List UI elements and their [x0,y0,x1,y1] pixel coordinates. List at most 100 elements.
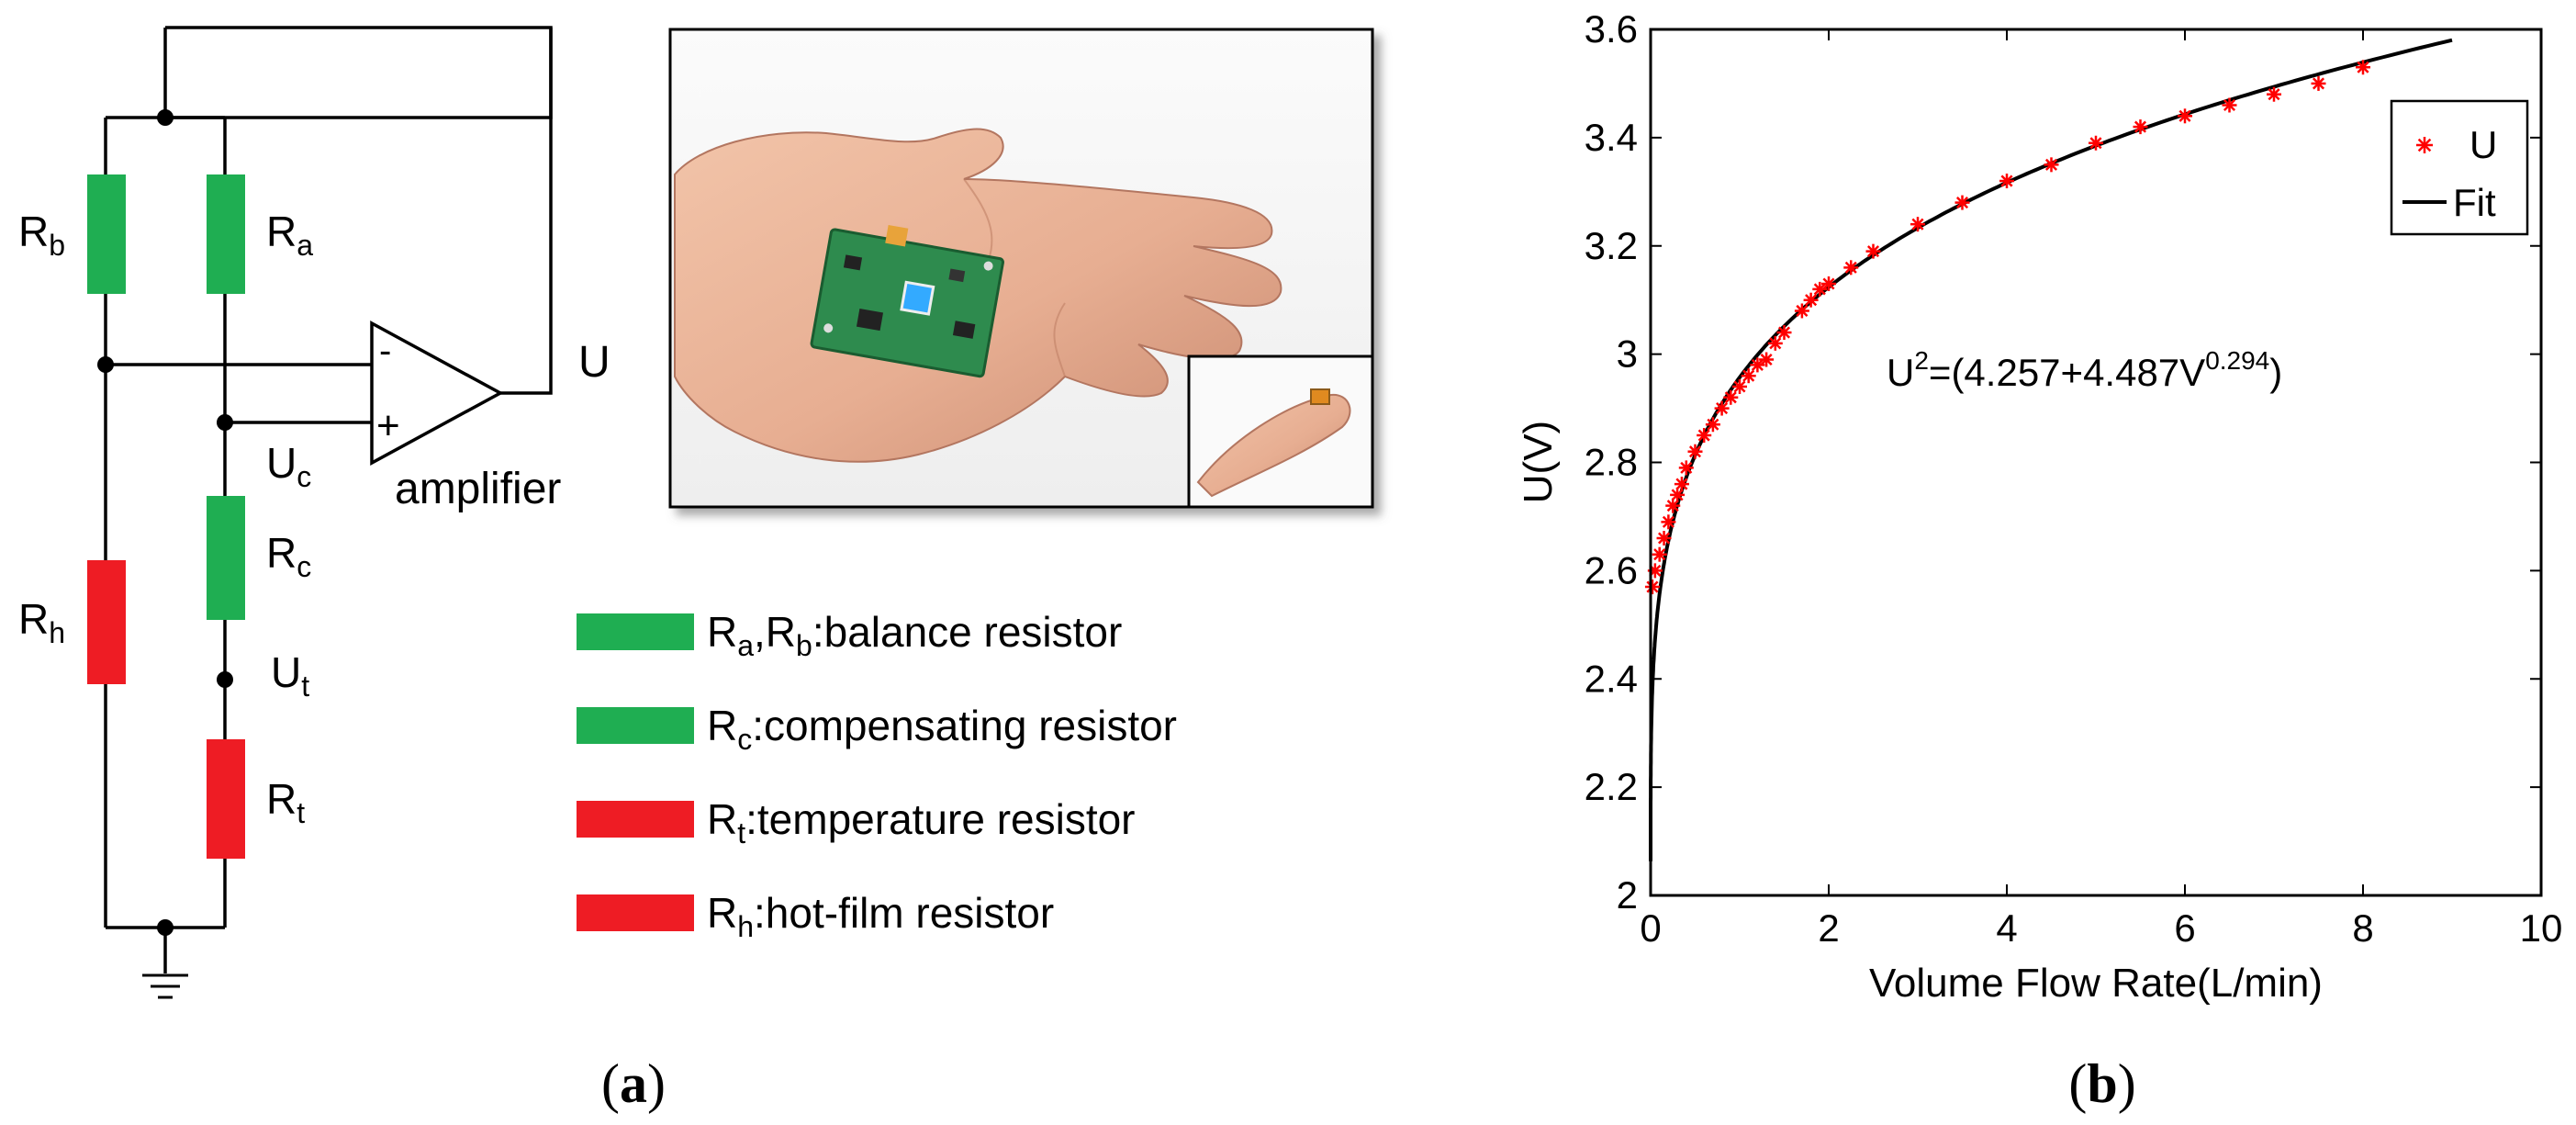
data-point [1652,546,1667,562]
hand-image [674,128,1282,463]
x-tick-label: 10 [2520,906,2563,950]
data-point [1697,428,1712,444]
label-ra: Ra [266,208,313,262]
data-point [1812,281,1828,297]
legend-label-u: U [2470,123,2497,166]
y-tick-label: 3 [1617,332,1638,376]
data-point [1767,335,1783,351]
legend-swatch [577,801,694,838]
label-ut: Ut [271,648,309,703]
y-tick-label: 2.2 [1585,765,1638,808]
data-point [2311,75,2326,91]
resistor-rc [207,496,245,620]
resistor-legend: Ra,Rb:balance resistor Rc:compensating re… [577,608,1177,943]
chart-legend: U Fit [2390,99,2529,236]
data-markers [1644,60,2370,595]
junction-dots [97,109,233,936]
data-point [2044,157,2059,173]
data-point [1843,260,1859,276]
data-point [1776,325,1792,341]
data-point [2133,119,2148,135]
resistor-ra [207,174,245,294]
amplifier-plus: + [376,403,400,448]
data-point [2356,60,2370,75]
legend-marker-u [2416,137,2433,153]
data-point [1644,579,1660,595]
amplifier-minus: - [379,331,391,371]
data-point [1759,352,1775,367]
y-tick-label: 2 [1617,873,1638,917]
sensor-chip [1310,388,1330,405]
resistor-rt [207,739,245,859]
y-axis-label: U(V) [1516,421,1561,503]
data-point [1687,444,1703,459]
legend-box [2390,99,2529,236]
y-tick-label: 2.4 [1585,657,1638,700]
data-point [1674,477,1689,492]
data-point [2089,135,2103,151]
output-wire [500,28,553,395]
data-point [1656,531,1672,546]
feedback-wire [163,26,553,119]
x-tick-label: 8 [2352,906,2373,950]
legend-text: Rt:temperature resistor [707,795,1136,849]
fit-equation: U2=(4.257+4.487V0.294) [1887,346,2282,394]
data-point [1661,514,1676,530]
x-tick-label: 0 [1640,906,1661,950]
data-point [2178,108,2192,124]
legend-text: Rc:compensating resistor [707,702,1177,756]
legend-text: Rh:hot-film resistor [707,889,1054,943]
x-tick-label: 2 [1818,906,1839,950]
data-point [1999,174,2014,189]
data-point [1803,292,1819,308]
data-point [1865,243,1881,259]
caption-a: (a) [601,1053,666,1114]
data-point [1705,417,1720,433]
data-point [1954,195,1970,210]
ground-symbol [142,973,188,999]
circuit-wires [104,26,553,973]
finger-image [1196,393,1351,498]
legend-star [2416,137,2433,153]
label-output-u: U [578,338,610,387]
data-point [2267,86,2281,102]
data-point [1678,460,1694,476]
legend-swatch [577,894,694,931]
label-rh: Rh [18,595,65,649]
label-rc: Rc [266,529,311,583]
sensor-photo [668,28,1374,509]
legend-swatch [577,707,694,744]
fit-curve [1649,38,2453,861]
y-tick-label: 3.2 [1585,224,1638,267]
data-point [1741,368,1756,384]
y-tick-label: 2.8 [1585,441,1638,484]
x-tick-label: 6 [2174,906,2195,950]
y-tick-label: 2.6 [1585,548,1638,591]
caption-b: (b) [2068,1053,2135,1114]
x-axis-label: Volume Flow Rate(L/min) [1869,961,2323,1006]
resistor-rh [87,560,126,684]
data-point [1821,276,1836,292]
amplifier-symbol [370,321,504,466]
label-amplifier: amplifier [395,465,561,513]
x-tick-label: 4 [1996,906,2017,950]
y-tick-label: 3.4 [1585,116,1638,159]
data-point [1732,378,1747,394]
bridge-circuit: Rb Ra Rh Rc Rt Uc Ut U amplifier - + [18,26,610,999]
circuit-board [810,224,1004,378]
label-uc: Uc [266,439,311,493]
data-point [1723,389,1739,405]
legend-label-fit: Fit [2453,181,2496,224]
data-point [1794,303,1809,319]
data-point [1714,400,1730,416]
data-point [1670,487,1686,502]
plot-frame [1649,28,2543,897]
y-tick-label: 3.6 [1585,7,1638,51]
resistor-rb [87,174,126,294]
legend-text: Ra,Rb:balance resistor [707,608,1122,662]
label-rb: Rb [18,208,65,262]
data-point [1910,217,1925,232]
